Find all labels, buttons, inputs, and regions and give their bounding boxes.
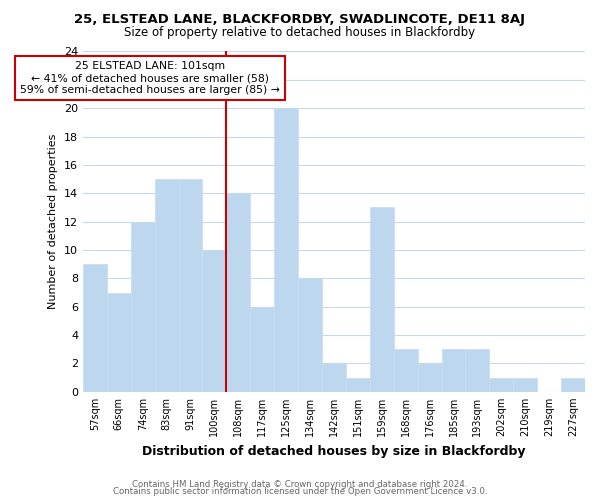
- Bar: [513, 378, 537, 392]
- Bar: [394, 350, 418, 392]
- Bar: [202, 250, 226, 392]
- Bar: [418, 364, 442, 392]
- Y-axis label: Number of detached properties: Number of detached properties: [48, 134, 58, 310]
- Bar: [274, 108, 298, 392]
- Bar: [226, 194, 250, 392]
- Text: Size of property relative to detached houses in Blackfordby: Size of property relative to detached ho…: [124, 26, 476, 39]
- Bar: [107, 292, 131, 392]
- Bar: [298, 278, 322, 392]
- Bar: [346, 378, 370, 392]
- Bar: [155, 179, 179, 392]
- Bar: [250, 306, 274, 392]
- Bar: [131, 222, 155, 392]
- Bar: [370, 208, 394, 392]
- Text: Contains public sector information licensed under the Open Government Licence v3: Contains public sector information licen…: [113, 487, 487, 496]
- Bar: [466, 350, 490, 392]
- Text: 25 ELSTEAD LANE: 101sqm
← 41% of detached houses are smaller (58)
59% of semi-de: 25 ELSTEAD LANE: 101sqm ← 41% of detache…: [20, 62, 280, 94]
- Bar: [561, 378, 585, 392]
- Text: 25, ELSTEAD LANE, BLACKFORDBY, SWADLINCOTE, DE11 8AJ: 25, ELSTEAD LANE, BLACKFORDBY, SWADLINCO…: [74, 12, 526, 26]
- Bar: [179, 179, 202, 392]
- Bar: [83, 264, 107, 392]
- Bar: [490, 378, 513, 392]
- Bar: [442, 350, 466, 392]
- X-axis label: Distribution of detached houses by size in Blackfordby: Distribution of detached houses by size …: [142, 444, 526, 458]
- Bar: [322, 364, 346, 392]
- Text: Contains HM Land Registry data © Crown copyright and database right 2024.: Contains HM Land Registry data © Crown c…: [132, 480, 468, 489]
